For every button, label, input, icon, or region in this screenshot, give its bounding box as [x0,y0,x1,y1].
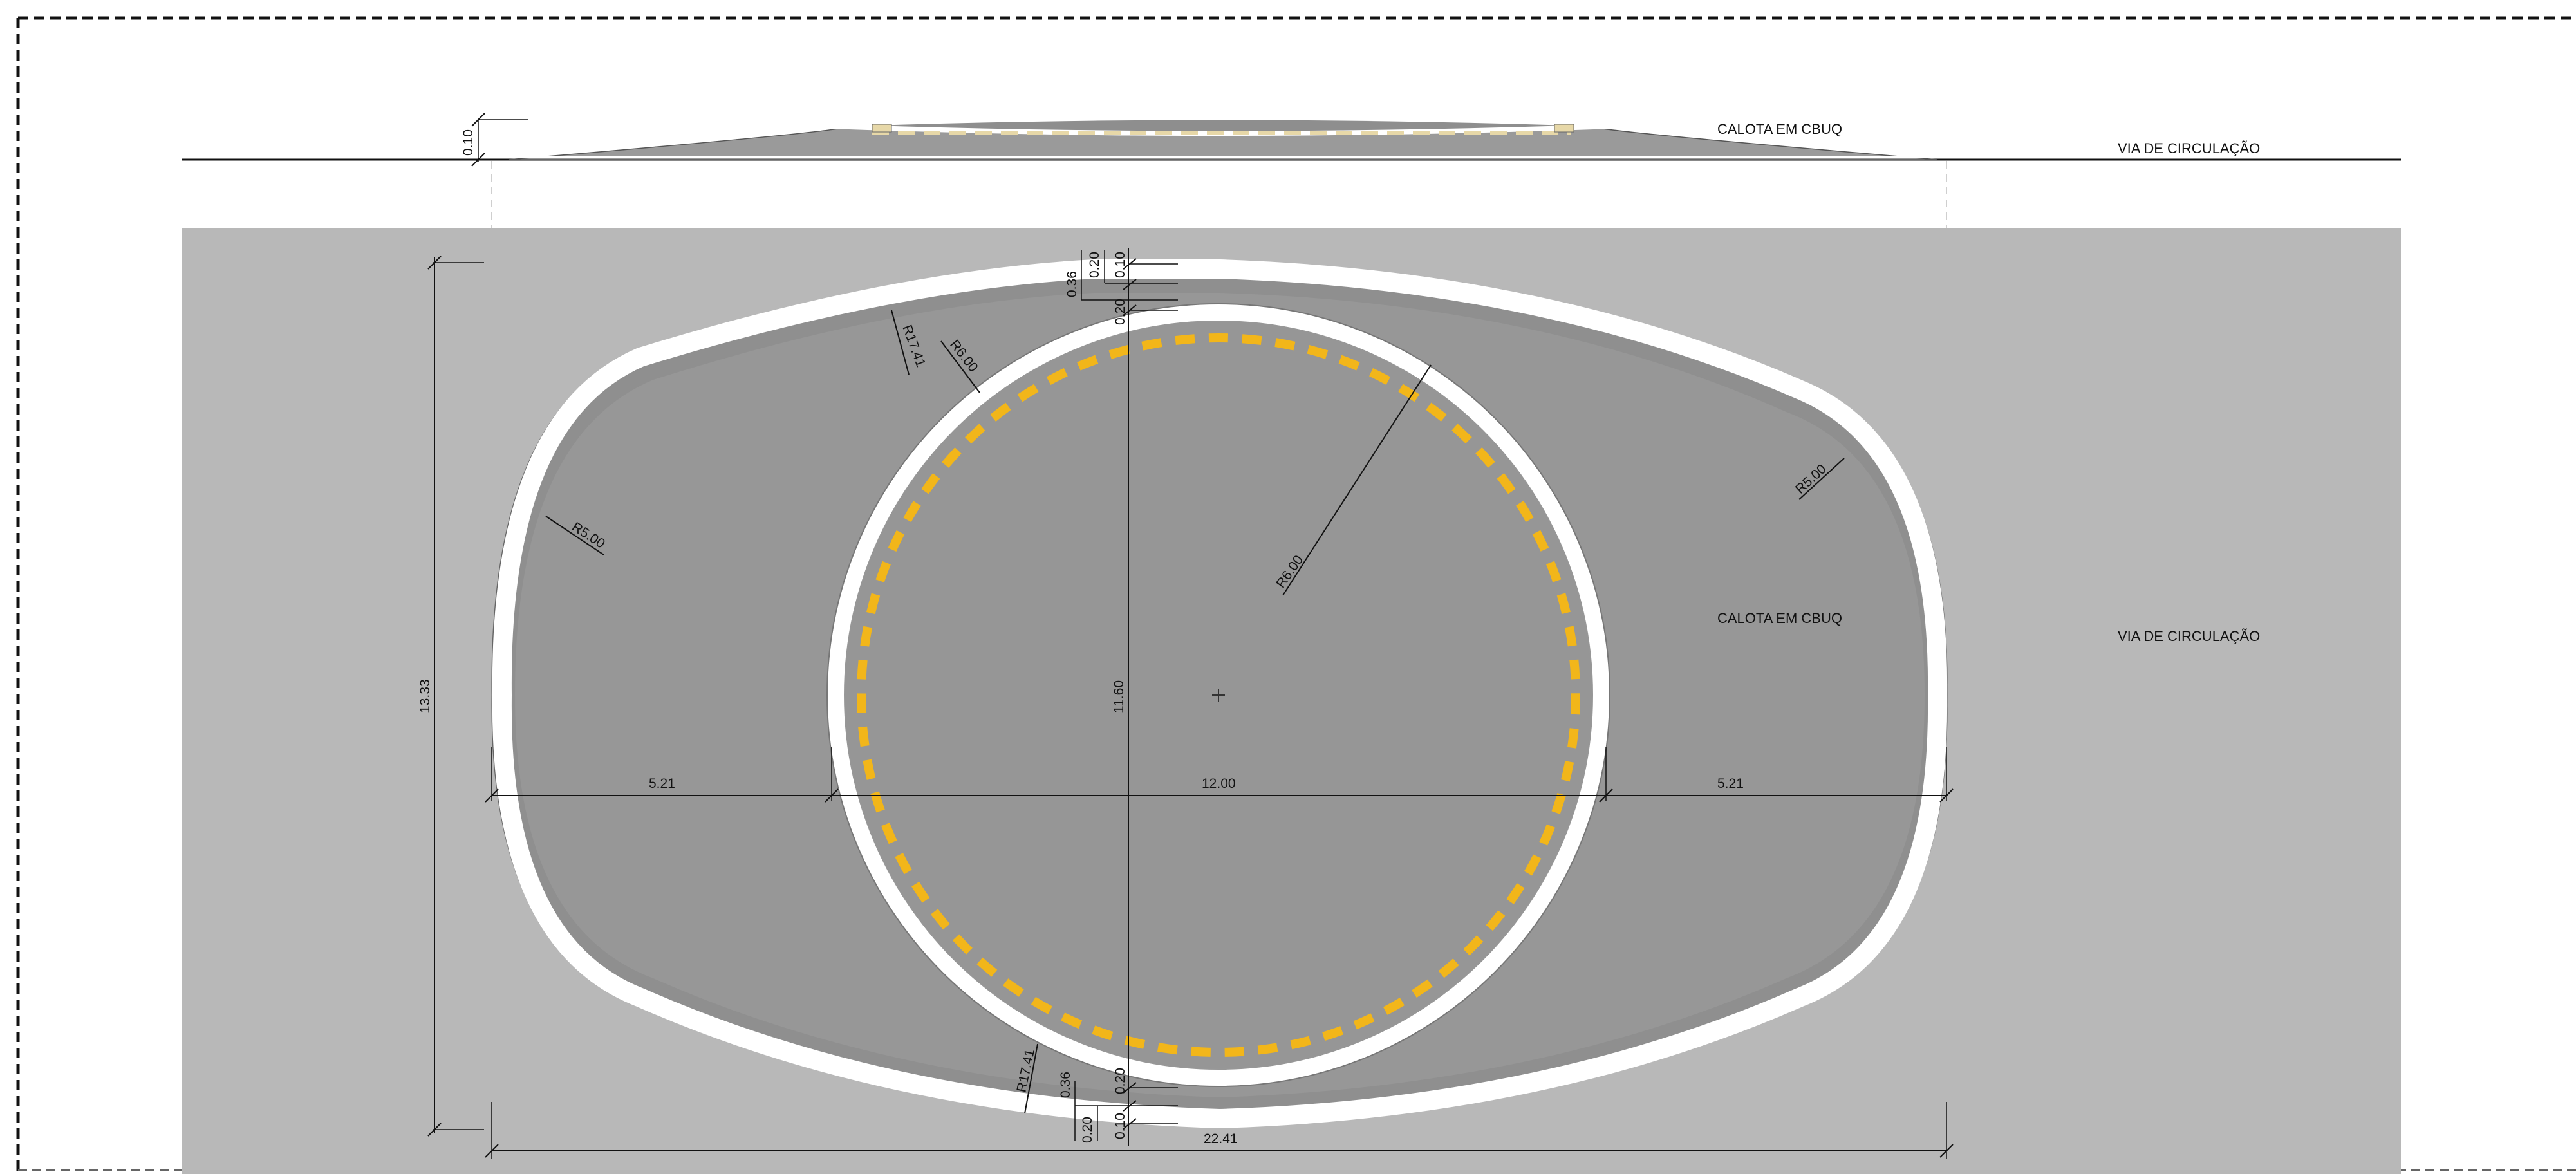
section-view: CALOTA EM CBUQ VIA DE CIRCULAÇÃO 0.10 [182,113,2401,167]
bottom-010: 0.10 [1113,1113,1128,1139]
section-via-label: VIA DE CIRCULAÇÃO [2118,140,2260,156]
bottom-020b: 0.20 [1080,1117,1095,1143]
bottom-036: 0.36 [1058,1072,1073,1098]
inner-height-value: 11.60 [1112,680,1126,713]
central-island-edge [826,303,1610,1087]
left-radius-leader [545,516,604,555]
top-036: 0.36 [1065,271,1079,297]
plan-calota-label: CALOTA EM CBUQ [1717,610,1842,626]
top-detail-dimensions: 0.36 0.20 0.10 0.20 [1065,250,1178,325]
thickness-dimension: 0.10 [461,113,528,167]
top-010: 0.10 [1113,252,1128,278]
center-width-value: 12.00 [1202,776,1236,791]
plan-view: R6.00 R5.00 R5.00 R17.41 R6.00 R17.41 CA… [182,228,2401,1174]
top-020b: 0.20 [1113,299,1128,325]
top-outer-radius-leader [891,310,910,375]
bottom-detail-dimensions: 0.20 0.36 0.10 0.20 [1058,1068,1178,1143]
yellow-dashed-circle [857,333,1580,1057]
outer-white-band [492,259,1948,1129]
total-width-value: 22.41 [1204,1132,1238,1146]
right-width-value: 5.21 [1717,776,1744,791]
right-radius-leader [1798,458,1845,500]
curb-left-section [872,124,892,133]
left-width-value: 5.21 [649,776,675,791]
total-width-dimension: 22.41 [485,1102,1954,1159]
height-value: 13.33 [418,679,433,713]
bottom-outer-radius-leader [1024,1043,1038,1114]
inner-radius-line [1282,364,1432,596]
thickness-value: 0.10 [461,129,476,156]
top-inner-radius-leader [940,340,980,393]
central-island-white-ring [827,304,1610,1086]
inner-height-dimension: 11.60 [1112,248,1129,1146]
curb-right-section [1554,124,1574,133]
top-020a: 0.20 [1087,252,1102,278]
bottom-020a: 0.20 [1113,1068,1128,1094]
section-calota-label: CALOTA EM CBUQ [1717,121,1842,137]
island-top-section [872,120,1571,131]
width-dimensions: 5.21 12.00 5.21 [485,747,1954,803]
plan-via-label: VIA DE CIRCULAÇÃO [2118,628,2260,644]
height-dimension: 13.33 [418,256,484,1137]
